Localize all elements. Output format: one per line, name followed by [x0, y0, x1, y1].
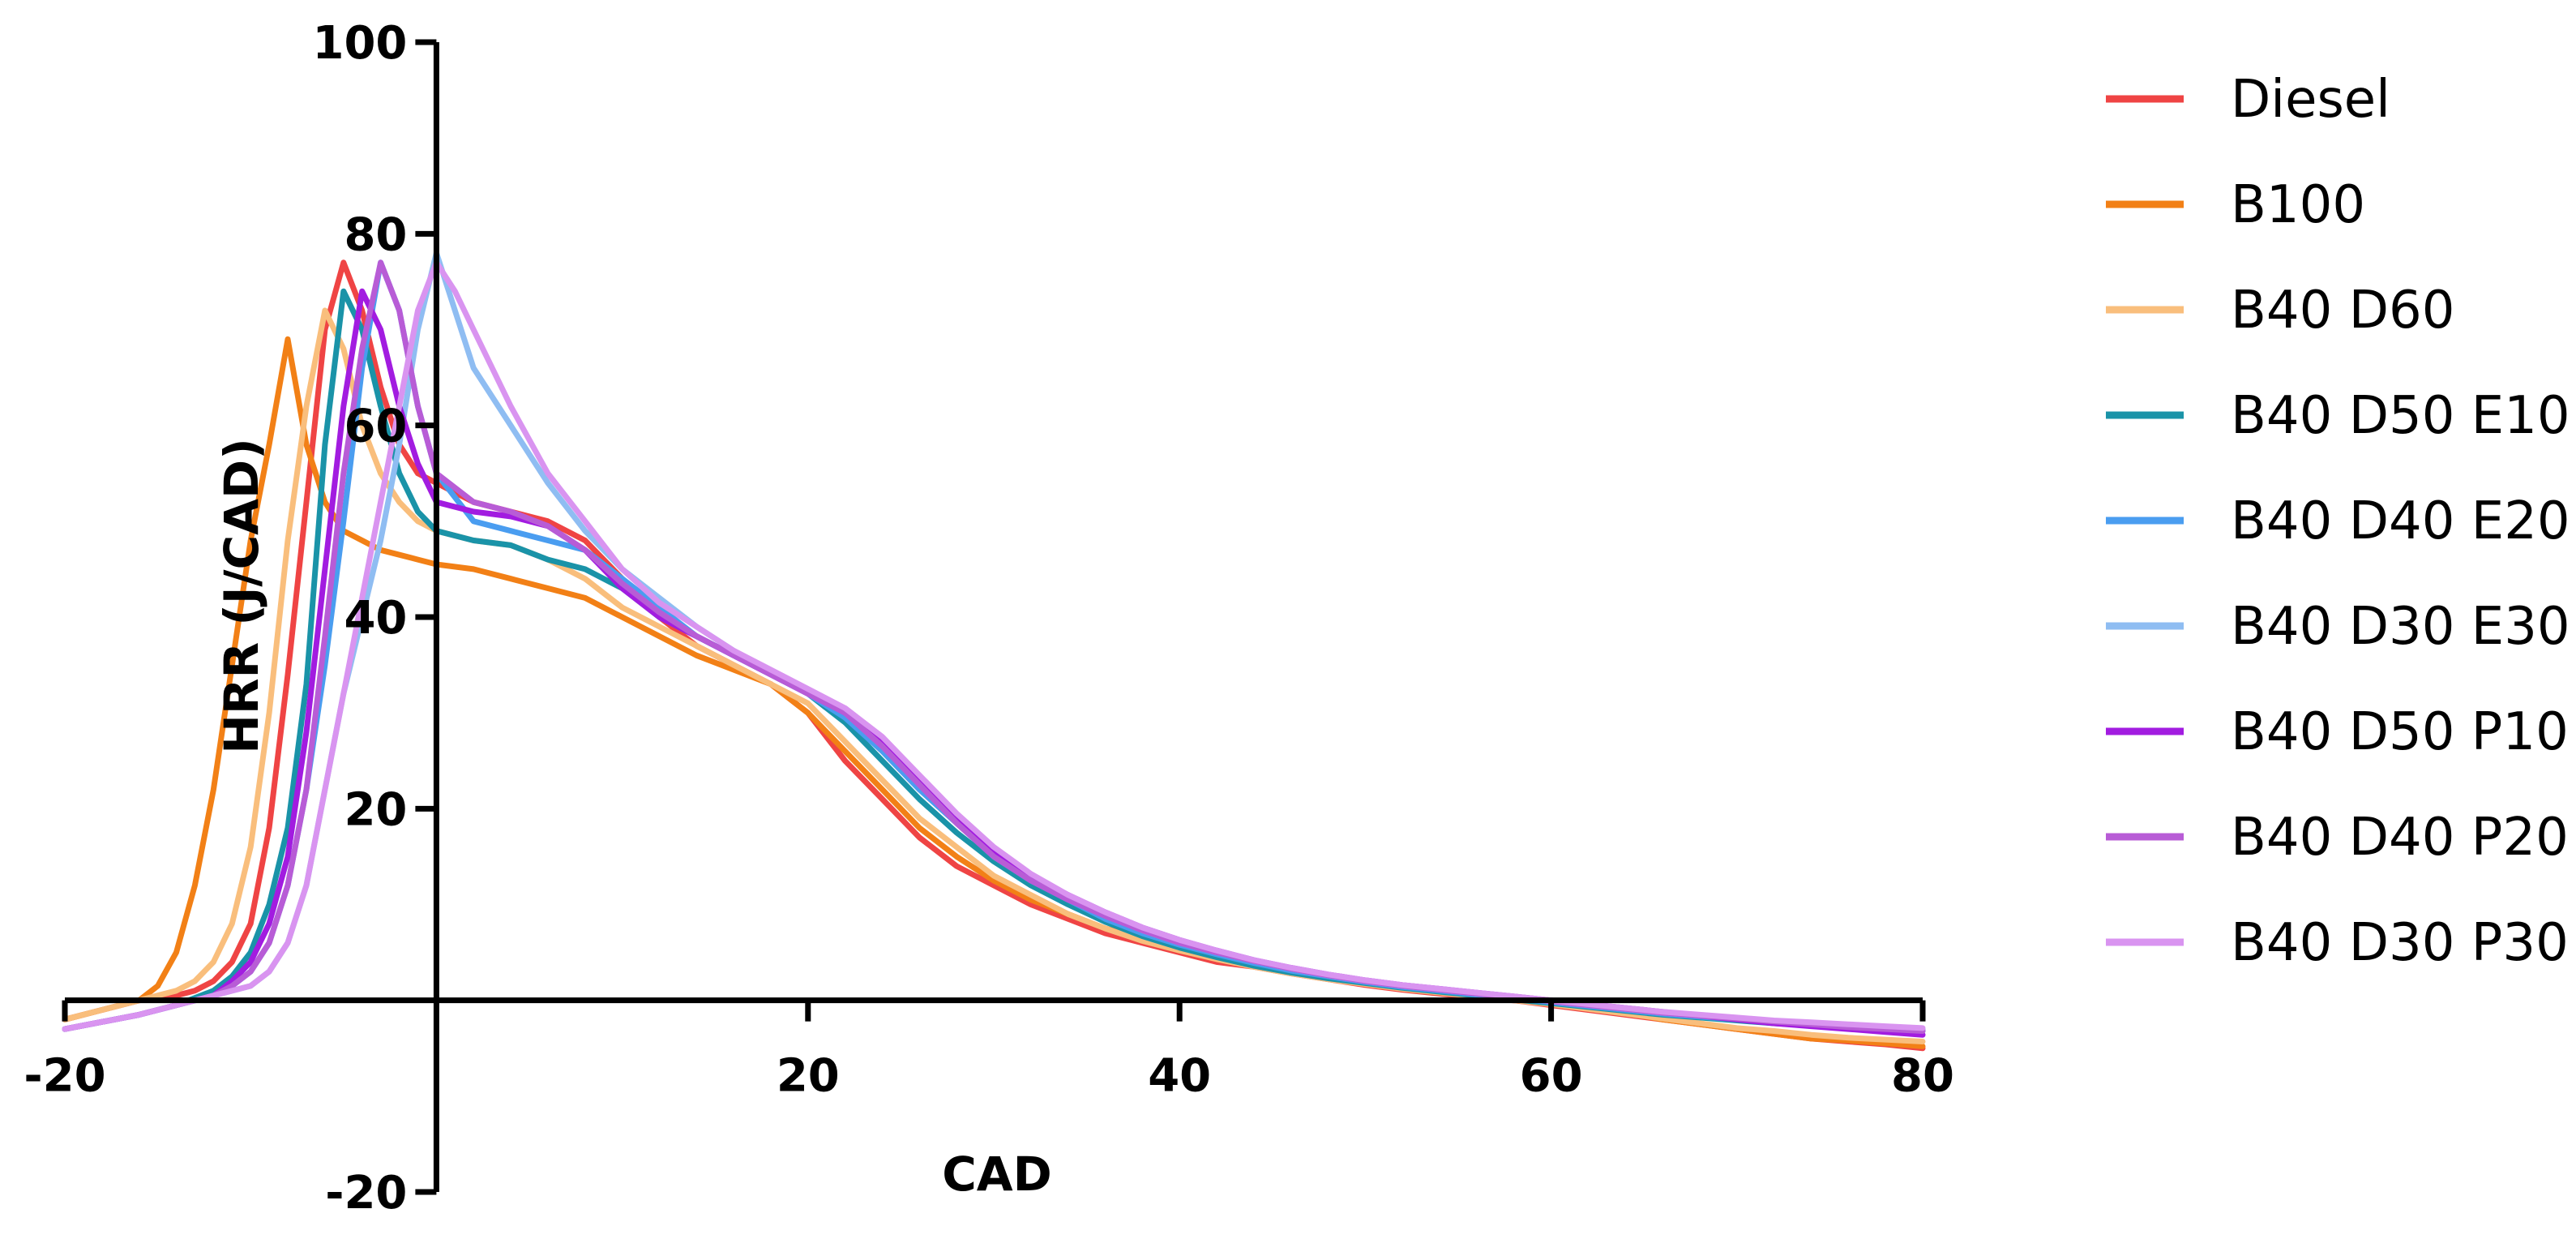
series-line-8 [62, 259, 1926, 1032]
x-tick-label: 60 [1520, 1050, 1583, 1103]
series-layer [62, 250, 1926, 1052]
legend-label-3: B40 D50 E10 [2231, 386, 2570, 446]
ticks-layer: -20 20 40 60 80 -20 20 40 60 80 100 [24, 17, 1954, 1220]
x-tick-label: 80 [1891, 1050, 1954, 1103]
x-tick-label: -20 [24, 1050, 105, 1103]
series-line-7 [62, 259, 1926, 1034]
y-tick-label: 80 [344, 208, 407, 261]
series-line-0 [62, 259, 1926, 1052]
legend-label-7: B40 D40 P20 [2231, 808, 2569, 868]
legend-label-2: B40 D60 [2231, 281, 2454, 341]
series-line-4 [62, 259, 1926, 1033]
legend-label-4: B40 D40 E20 [2231, 491, 2570, 551]
legend: Diesel B100 B40 D60 B40 D50 E10 B40 D40 E20 B… [2106, 70, 2570, 973]
legend-label-8: B40 D30 P30 [2231, 913, 2569, 973]
y-tick-label: 40 [344, 592, 407, 645]
y-tick-label: 100 [312, 17, 407, 70]
y-tick-label: -20 [325, 1167, 407, 1220]
legend-label-5: B40 D30 E30 [2231, 597, 2570, 657]
x-axis-title: CAD [942, 1147, 1052, 1202]
x-tick-label: 40 [1148, 1050, 1211, 1103]
y-axis-title: HRR (J/CAD) [214, 438, 269, 753]
x-tick-label: 20 [777, 1050, 840, 1103]
y-tick-label: 60 [344, 401, 407, 453]
legend-label-1: B100 [2231, 175, 2365, 235]
legend-label-6: B40 D50 P10 [2231, 702, 2569, 762]
y-tick-label: 20 [344, 783, 407, 836]
legend-label-0: Diesel [2231, 70, 2390, 130]
